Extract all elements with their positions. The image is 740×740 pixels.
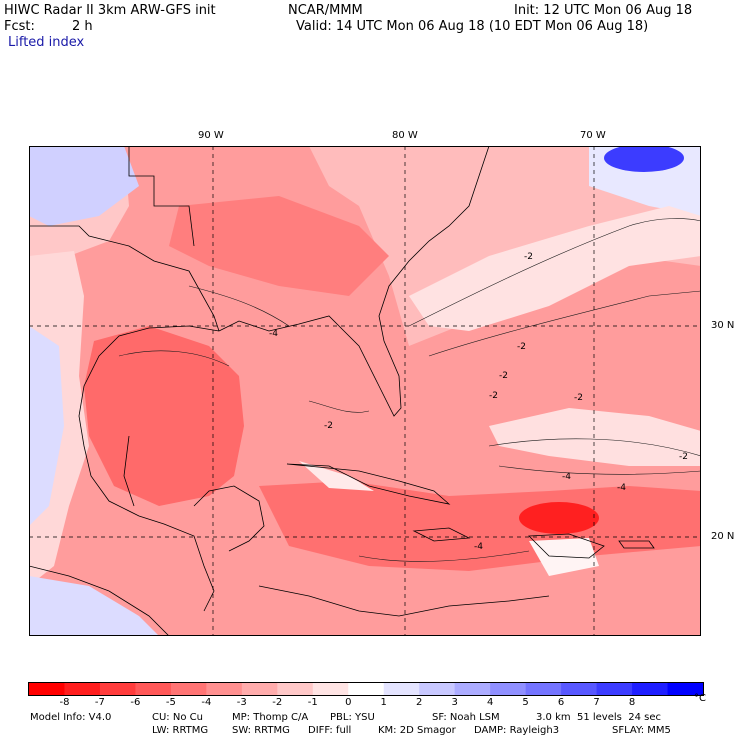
colorbar-swatch [419,683,456,695]
colorbar-tick-label: 7 [593,697,600,708]
colorbar-tick-label: -5 [165,697,176,708]
colorbar-tick-label: -7 [94,697,105,708]
coastlines [29,146,655,636]
contour-label: -4 [562,472,571,482]
colorbar-tick-label: 5 [522,697,529,708]
colorbar-swatch [312,683,349,695]
colorbar-tick-label: -4 [201,697,212,708]
footer-km: KM: 2D Smagor [378,725,456,736]
colorbar-swatch [561,683,598,695]
contour-label: -2 [574,393,583,403]
contour-label: -2 [679,452,688,462]
colorbar-frame [28,682,704,696]
field-region-positive-west [29,326,64,526]
contour-label: -4 [269,329,278,339]
footer-microphysics: MP: Thomp C/A [232,712,309,723]
colorbar-swatch [206,683,243,695]
field-region-positive-sw [29,576,159,636]
colorbar-tick-label: -8 [59,697,70,708]
footer-model-info: Model Info: V4.0 [30,712,112,723]
colorbar-tick-label: 3 [451,697,458,708]
footer-longwave: LW: RRTMG [152,725,209,736]
colorbar-tick-label: 0 [345,697,352,708]
valid-time: Valid: 14 UTC Mon 06 Aug 18 (10 EDT Mon … [296,19,649,34]
lifted-index-map: -2 -2 -2 -2 -2 -2 -4 -4 -4 -4 -2 [29,146,701,636]
colorbar-swatch [490,683,527,695]
colorbar-swatch [64,683,101,695]
graticule [29,146,701,636]
colorbar-swatch [170,683,207,695]
field-region-southeast-us [169,196,389,296]
contours [118,218,701,562]
contour-label: -2 [324,421,333,431]
colorbar-swatch [383,683,420,695]
footer-pbl: PBL: YSU [330,712,375,723]
colorbar-unit: °C [694,693,706,704]
colorbar-swatch [241,683,278,695]
colorbar-swatch [632,683,669,695]
colorbar-tick-label: 1 [380,697,387,708]
colorbar-tick-label: -1 [307,697,318,708]
contour-label: -2 [524,252,533,262]
longitude-label-90w: 90 W [198,130,224,141]
footer-surface: SF: Noah LSM [432,712,500,723]
longitude-label-70w: 70 W [580,130,606,141]
colorbar-swatch [99,683,136,695]
colorbar-swatch [596,683,633,695]
colorbar-tick-label: -3 [236,697,247,708]
colorbar-swatch [525,683,562,695]
field-cell-strong-positive [604,146,684,172]
field-cell-strong-negative [519,502,599,534]
footer-grid: 3.0 km 51 levels 24 sec [536,712,661,723]
init-time: Init: 12 UTC Mon 06 Aug 18 [514,3,693,18]
contour-label: -2 [489,391,498,401]
contour-label: -2 [517,342,526,352]
footer-shortwave: SW: RRTMG [232,725,290,736]
footer-damping: DAMP: Rayleigh3 [474,725,560,736]
field-patch-cuba-stable [299,461,374,491]
contour-label: -2 [499,371,508,381]
colorbar-tick-label: 4 [487,697,494,708]
colorbar-tick-label: -2 [272,697,283,708]
colorbar-tick-label: 2 [416,697,423,708]
footer-sflay: SFLAY: MM5 [612,725,671,736]
contour-label: -4 [474,542,483,552]
plot-title: HIWC Radar II 3km ARW-GFS init [4,3,216,18]
colorbar-tick-label: 8 [628,697,636,708]
colorbar-swatch [29,683,65,695]
contour-label: -4 [617,483,626,493]
longitude-label-80w: 80 W [392,130,418,141]
colorbar-swatch [135,683,172,695]
colorbar-swatch [454,683,491,695]
colorbar-swatch [348,683,385,695]
latitude-label-20n: 20 N [711,531,735,542]
forecast-hour: 2 h [72,19,93,34]
colorbar-tick-label: -6 [130,697,141,708]
field-band-stable-south [489,408,701,466]
colorbar-swatch [667,683,704,695]
field-region-gulf-unstable [84,326,244,506]
colorbar [28,682,704,696]
footer-diffusion: DIFF: full [308,725,352,736]
field-band-stable-north [409,206,701,331]
forecast-label: Fcst: [4,19,35,34]
field-region-positive-nw [29,146,139,226]
latitude-label-30n: 30 N [711,320,735,331]
field-name: Lifted index [8,35,85,50]
footer-cumulus: CU: No Cu [152,712,203,723]
colorbar-swatch [277,683,314,695]
field-region-light-ne [309,146,701,346]
map-frame [29,146,701,636]
organization-label: NCAR/MMM [288,3,363,18]
colorbar-tick-label: 6 [557,697,565,708]
